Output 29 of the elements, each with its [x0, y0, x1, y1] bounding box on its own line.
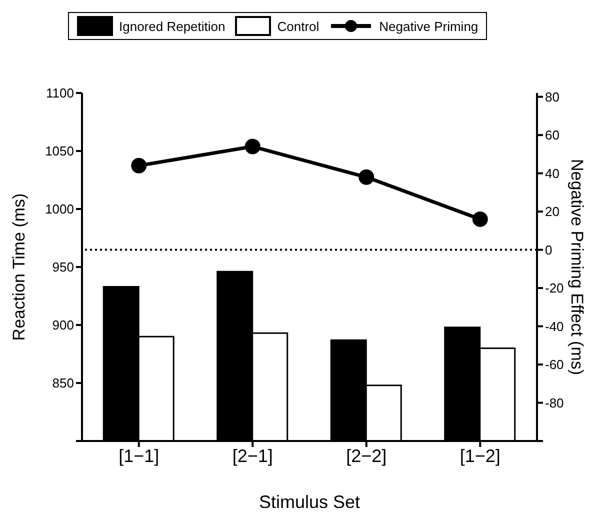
legend-label: Negative Priming [379, 18, 478, 34]
y2-tick-label: 60 [545, 128, 560, 143]
y2-tick-label: -40 [545, 318, 564, 334]
point [358, 169, 374, 185]
y2-tick-label: -60 [545, 357, 564, 372]
y-axis-title: Reaction Time (ms) [9, 193, 28, 341]
y2-tick-label: 40 [545, 166, 560, 181]
point [131, 158, 147, 174]
x-tick-label: [1−2] [460, 446, 500, 466]
y2-axis-title: Negative Priming Effect (ms) [568, 158, 587, 376]
point [244, 138, 260, 154]
y2-tick-label: -20 [545, 280, 564, 296]
legend-label: Ignored Repetition [119, 18, 226, 34]
y-tick-label: 1100 [46, 86, 74, 101]
x-tick-label: [1−1] [118, 446, 160, 466]
y2-tick-label: 0 [545, 242, 552, 258]
y2-tick-label: -80 [545, 395, 564, 410]
y-tick-label: 1050 [45, 144, 74, 159]
y-tick-label: 850 [52, 376, 74, 391]
x-axis-title: Stimulus Set [258, 492, 360, 512]
legend-label: Control [277, 18, 320, 34]
y-tick-label: 1000 [45, 202, 74, 217]
y2-tick-label: 80 [545, 89, 560, 104]
y-tick-label: 950 [52, 260, 74, 275]
x-tick-label: [2−2] [346, 446, 387, 466]
y-tick-label: 900 [52, 318, 74, 333]
x-tick-label: [2−1] [232, 446, 273, 466]
y2-tick-label: 20 [545, 204, 560, 220]
point [472, 211, 488, 227]
